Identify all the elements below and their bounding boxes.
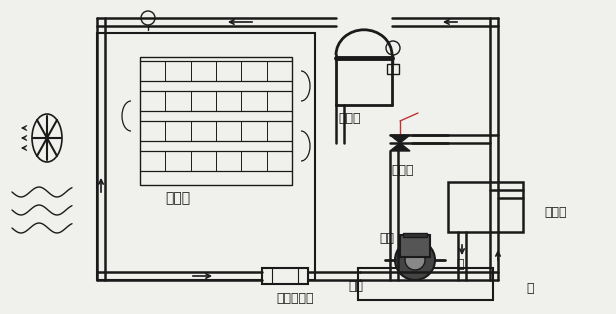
Bar — [262, 268, 308, 284]
Text: 出: 出 — [456, 257, 464, 270]
Circle shape — [405, 250, 425, 270]
Bar — [403, 233, 427, 237]
Text: 膨胀阀: 膨胀阀 — [392, 164, 414, 176]
Circle shape — [395, 240, 435, 280]
Text: 水箱: 水箱 — [349, 280, 363, 294]
Text: 进: 进 — [526, 281, 533, 295]
Bar — [358, 268, 493, 300]
Text: 冷凝器: 冷凝器 — [166, 191, 190, 205]
Text: 压缩机: 压缩机 — [339, 111, 361, 124]
Bar — [448, 182, 523, 232]
Bar — [140, 57, 292, 185]
Text: 蒸发器: 蒸发器 — [545, 207, 567, 219]
Polygon shape — [390, 143, 410, 151]
Bar — [400, 235, 430, 257]
Bar — [387, 64, 399, 74]
Text: 干燥过滤器: 干燥过滤器 — [276, 291, 314, 305]
Polygon shape — [390, 135, 410, 143]
Text: 水泵: 水泵 — [379, 231, 394, 245]
Bar — [97, 33, 315, 280]
